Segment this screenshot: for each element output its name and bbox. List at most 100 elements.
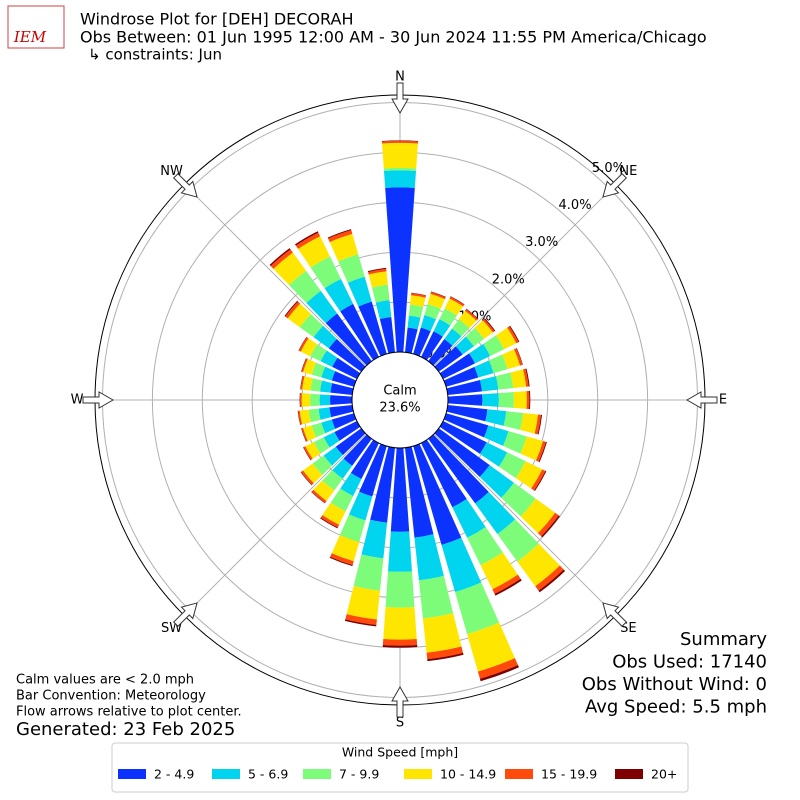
bar-segment bbox=[306, 290, 338, 324]
note: Bar Convention: Meteorology bbox=[16, 689, 206, 704]
bar-segment bbox=[339, 514, 366, 543]
bar-segment bbox=[301, 358, 308, 373]
bar-segment bbox=[430, 291, 446, 298]
bar-segment bbox=[411, 292, 427, 296]
bar-segment bbox=[289, 270, 321, 304]
bar-segment bbox=[483, 335, 505, 356]
bar-segment bbox=[346, 586, 380, 620]
bar-segment bbox=[349, 491, 373, 521]
logo: IEM bbox=[13, 28, 47, 46]
bar-segment bbox=[510, 369, 527, 389]
bar-segment bbox=[311, 491, 326, 504]
legend-label: 2 - 4.9 bbox=[154, 767, 194, 782]
note: Flow arrows relative to plot center. bbox=[16, 705, 242, 720]
bar-segment bbox=[311, 489, 327, 504]
bar-segment bbox=[439, 308, 457, 326]
bar-segment bbox=[287, 303, 311, 328]
bar-segment bbox=[537, 512, 559, 537]
bar-segment bbox=[310, 256, 341, 289]
bar-segment bbox=[482, 393, 499, 407]
bar-segment bbox=[328, 338, 366, 372]
bar-segment bbox=[538, 441, 547, 463]
calm-value: 23.6% bbox=[379, 401, 420, 416]
bar-segment bbox=[383, 167, 417, 171]
bar-segment bbox=[299, 392, 301, 408]
bar-segment bbox=[443, 413, 489, 438]
bar-segment bbox=[300, 471, 312, 486]
chart-title: Windrose Plot for [DEH] DECORAH bbox=[80, 10, 354, 29]
bar-segment bbox=[332, 458, 353, 479]
bar-segment bbox=[535, 441, 546, 462]
bar-segment bbox=[507, 326, 519, 344]
bar-segment bbox=[503, 411, 524, 430]
bar-segment bbox=[298, 336, 307, 351]
bar-segment bbox=[525, 368, 530, 387]
plot: 0.0%1.0%2.0%3.0%4.0%5.0%Calm23.6%NNEESES… bbox=[71, 70, 728, 731]
bar-segment bbox=[332, 357, 361, 379]
r-tick-label: 4.0% bbox=[559, 198, 592, 213]
legend-swatch bbox=[303, 769, 331, 779]
bar-segment bbox=[514, 348, 523, 366]
bar-segment bbox=[329, 405, 354, 418]
bar-segment bbox=[427, 293, 445, 309]
bar-segment bbox=[324, 278, 354, 312]
bar-segment bbox=[325, 313, 372, 366]
bar-segment bbox=[375, 300, 392, 320]
bar-segment bbox=[388, 531, 412, 572]
bar-segment bbox=[413, 327, 431, 357]
bar-segment bbox=[320, 350, 338, 367]
spoke bbox=[183, 433, 367, 617]
bar-segment bbox=[498, 392, 514, 408]
bar-segment bbox=[328, 230, 353, 243]
bar-segment bbox=[300, 375, 305, 390]
bar-segment bbox=[383, 170, 417, 188]
flow-arrow bbox=[602, 602, 627, 627]
legend-label: 5 - 6.9 bbox=[248, 767, 288, 782]
bar-segment bbox=[414, 534, 444, 581]
bar-segment bbox=[334, 421, 361, 441]
bar-segment bbox=[368, 271, 388, 288]
bar-segment bbox=[434, 346, 463, 372]
bar-segment bbox=[455, 582, 500, 635]
bar-segment bbox=[301, 393, 311, 407]
bar-segment bbox=[301, 358, 307, 372]
bar-segment bbox=[300, 393, 302, 407]
bar-segment bbox=[331, 535, 360, 562]
bar-segment bbox=[303, 447, 311, 461]
bar-segment bbox=[313, 480, 335, 502]
bar-segment bbox=[405, 327, 418, 354]
bar-segment bbox=[497, 519, 539, 562]
bar-segment bbox=[310, 378, 322, 392]
spoke bbox=[433, 433, 617, 617]
summary-line: Obs Used: 17140 bbox=[612, 652, 767, 673]
bar-segment bbox=[303, 358, 317, 375]
bar-segment bbox=[535, 565, 564, 591]
summary-line: Summary bbox=[680, 629, 767, 650]
bar-segment bbox=[526, 390, 530, 410]
bar-segment bbox=[447, 394, 483, 406]
bar-segment bbox=[313, 437, 330, 454]
bar-segment bbox=[509, 325, 520, 343]
bar-segment bbox=[320, 517, 338, 529]
bar-segment bbox=[312, 455, 333, 475]
r-tick-label: 5.0% bbox=[592, 161, 625, 176]
bar-segment bbox=[488, 354, 508, 374]
bar-segment bbox=[381, 140, 419, 142]
bar-segment bbox=[382, 639, 418, 646]
legend-swatch bbox=[615, 769, 643, 779]
bar-segment bbox=[301, 427, 308, 442]
bar-segment bbox=[410, 295, 426, 307]
bar-segment bbox=[303, 446, 313, 461]
bar-segment bbox=[344, 619, 377, 627]
bar-segment bbox=[347, 276, 372, 307]
bar-segment bbox=[385, 187, 415, 353]
bar-segment bbox=[390, 447, 410, 532]
bar-segment bbox=[381, 140, 419, 144]
bar-segment bbox=[311, 362, 326, 378]
flow-arrow bbox=[173, 173, 198, 198]
bar-segment bbox=[321, 366, 336, 381]
bar-segment bbox=[385, 571, 415, 608]
bar-segment bbox=[331, 371, 357, 387]
bar-segment bbox=[515, 461, 543, 489]
bar-segment bbox=[284, 300, 298, 317]
